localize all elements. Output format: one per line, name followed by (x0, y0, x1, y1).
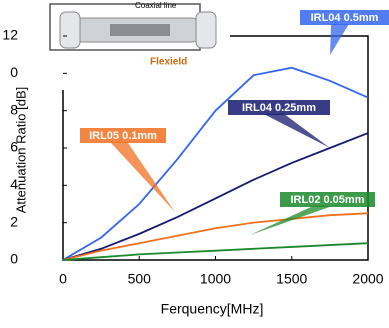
series-line (62, 242, 369, 261)
annotation-box (80, 128, 166, 143)
y-tick-label: 2 (10, 213, 18, 229)
y-tick-label: 8 (10, 101, 18, 117)
inset-label: Coaxial line (135, 1, 177, 10)
y-tick-label: 0 (10, 251, 18, 267)
y-tick-label: 4 (10, 176, 18, 192)
annotation-box (300, 10, 389, 25)
legend-label: IRL04 0.5mm (311, 12, 379, 24)
x-tick-label: 1500 (276, 271, 307, 287)
y-axis-label: Attenuation Ratio [dB] (13, 87, 28, 213)
inset-picture: Coaxial line Flexield (40, 0, 230, 90)
annotation-box (228, 100, 330, 115)
y-tick-label: 12 (2, 27, 18, 43)
x-tick-label: 500 (128, 271, 152, 287)
x-tick-label: 2000 (352, 271, 383, 287)
inset-label: Flexield (150, 57, 187, 68)
x-tick-label: 0 (59, 271, 67, 287)
legend-label: IRL02 0.05mm (291, 194, 365, 206)
y-tick-label: 6 (10, 139, 18, 155)
series-line (62, 66, 369, 261)
y-tick-label: 0 (10, 64, 18, 80)
x-tick-label: 1000 (200, 271, 231, 287)
legend-label: IRL04 0.25mm (242, 102, 316, 114)
annotation-pointer (263, 114, 330, 148)
annotation-pointer (110, 142, 175, 212)
annotation-pointer (250, 206, 333, 235)
series-line (62, 212, 369, 261)
annotation-pointer (330, 24, 349, 55)
x-axis-label: Ferquency[MHz] (161, 301, 264, 317)
legend-label: IRL05 0.1mm (89, 130, 157, 142)
annotation-box (280, 192, 375, 207)
series-line (62, 132, 369, 261)
